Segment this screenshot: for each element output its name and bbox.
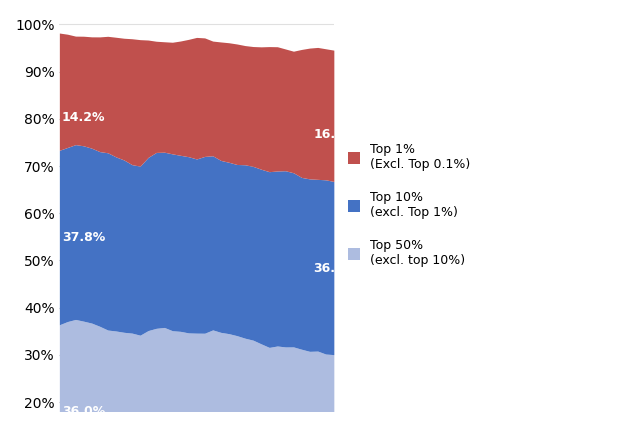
Legend: Top 1%
(Excl. Top 0.1%), Top 10%
(excl. Top 1%), Top 50%
(excl. top 10%): Top 1% (Excl. Top 0.1%), Top 10% (excl. … [343, 138, 476, 272]
Text: 14.2%: 14.2% [62, 111, 106, 124]
Text: 16.8%: 16.8% [314, 128, 357, 141]
Text: 30.5%: 30.5% [314, 422, 357, 435]
Text: 36.6%: 36.6% [314, 262, 356, 275]
Text: 36.0%: 36.0% [62, 405, 105, 418]
Text: 37.8%: 37.8% [62, 231, 105, 244]
